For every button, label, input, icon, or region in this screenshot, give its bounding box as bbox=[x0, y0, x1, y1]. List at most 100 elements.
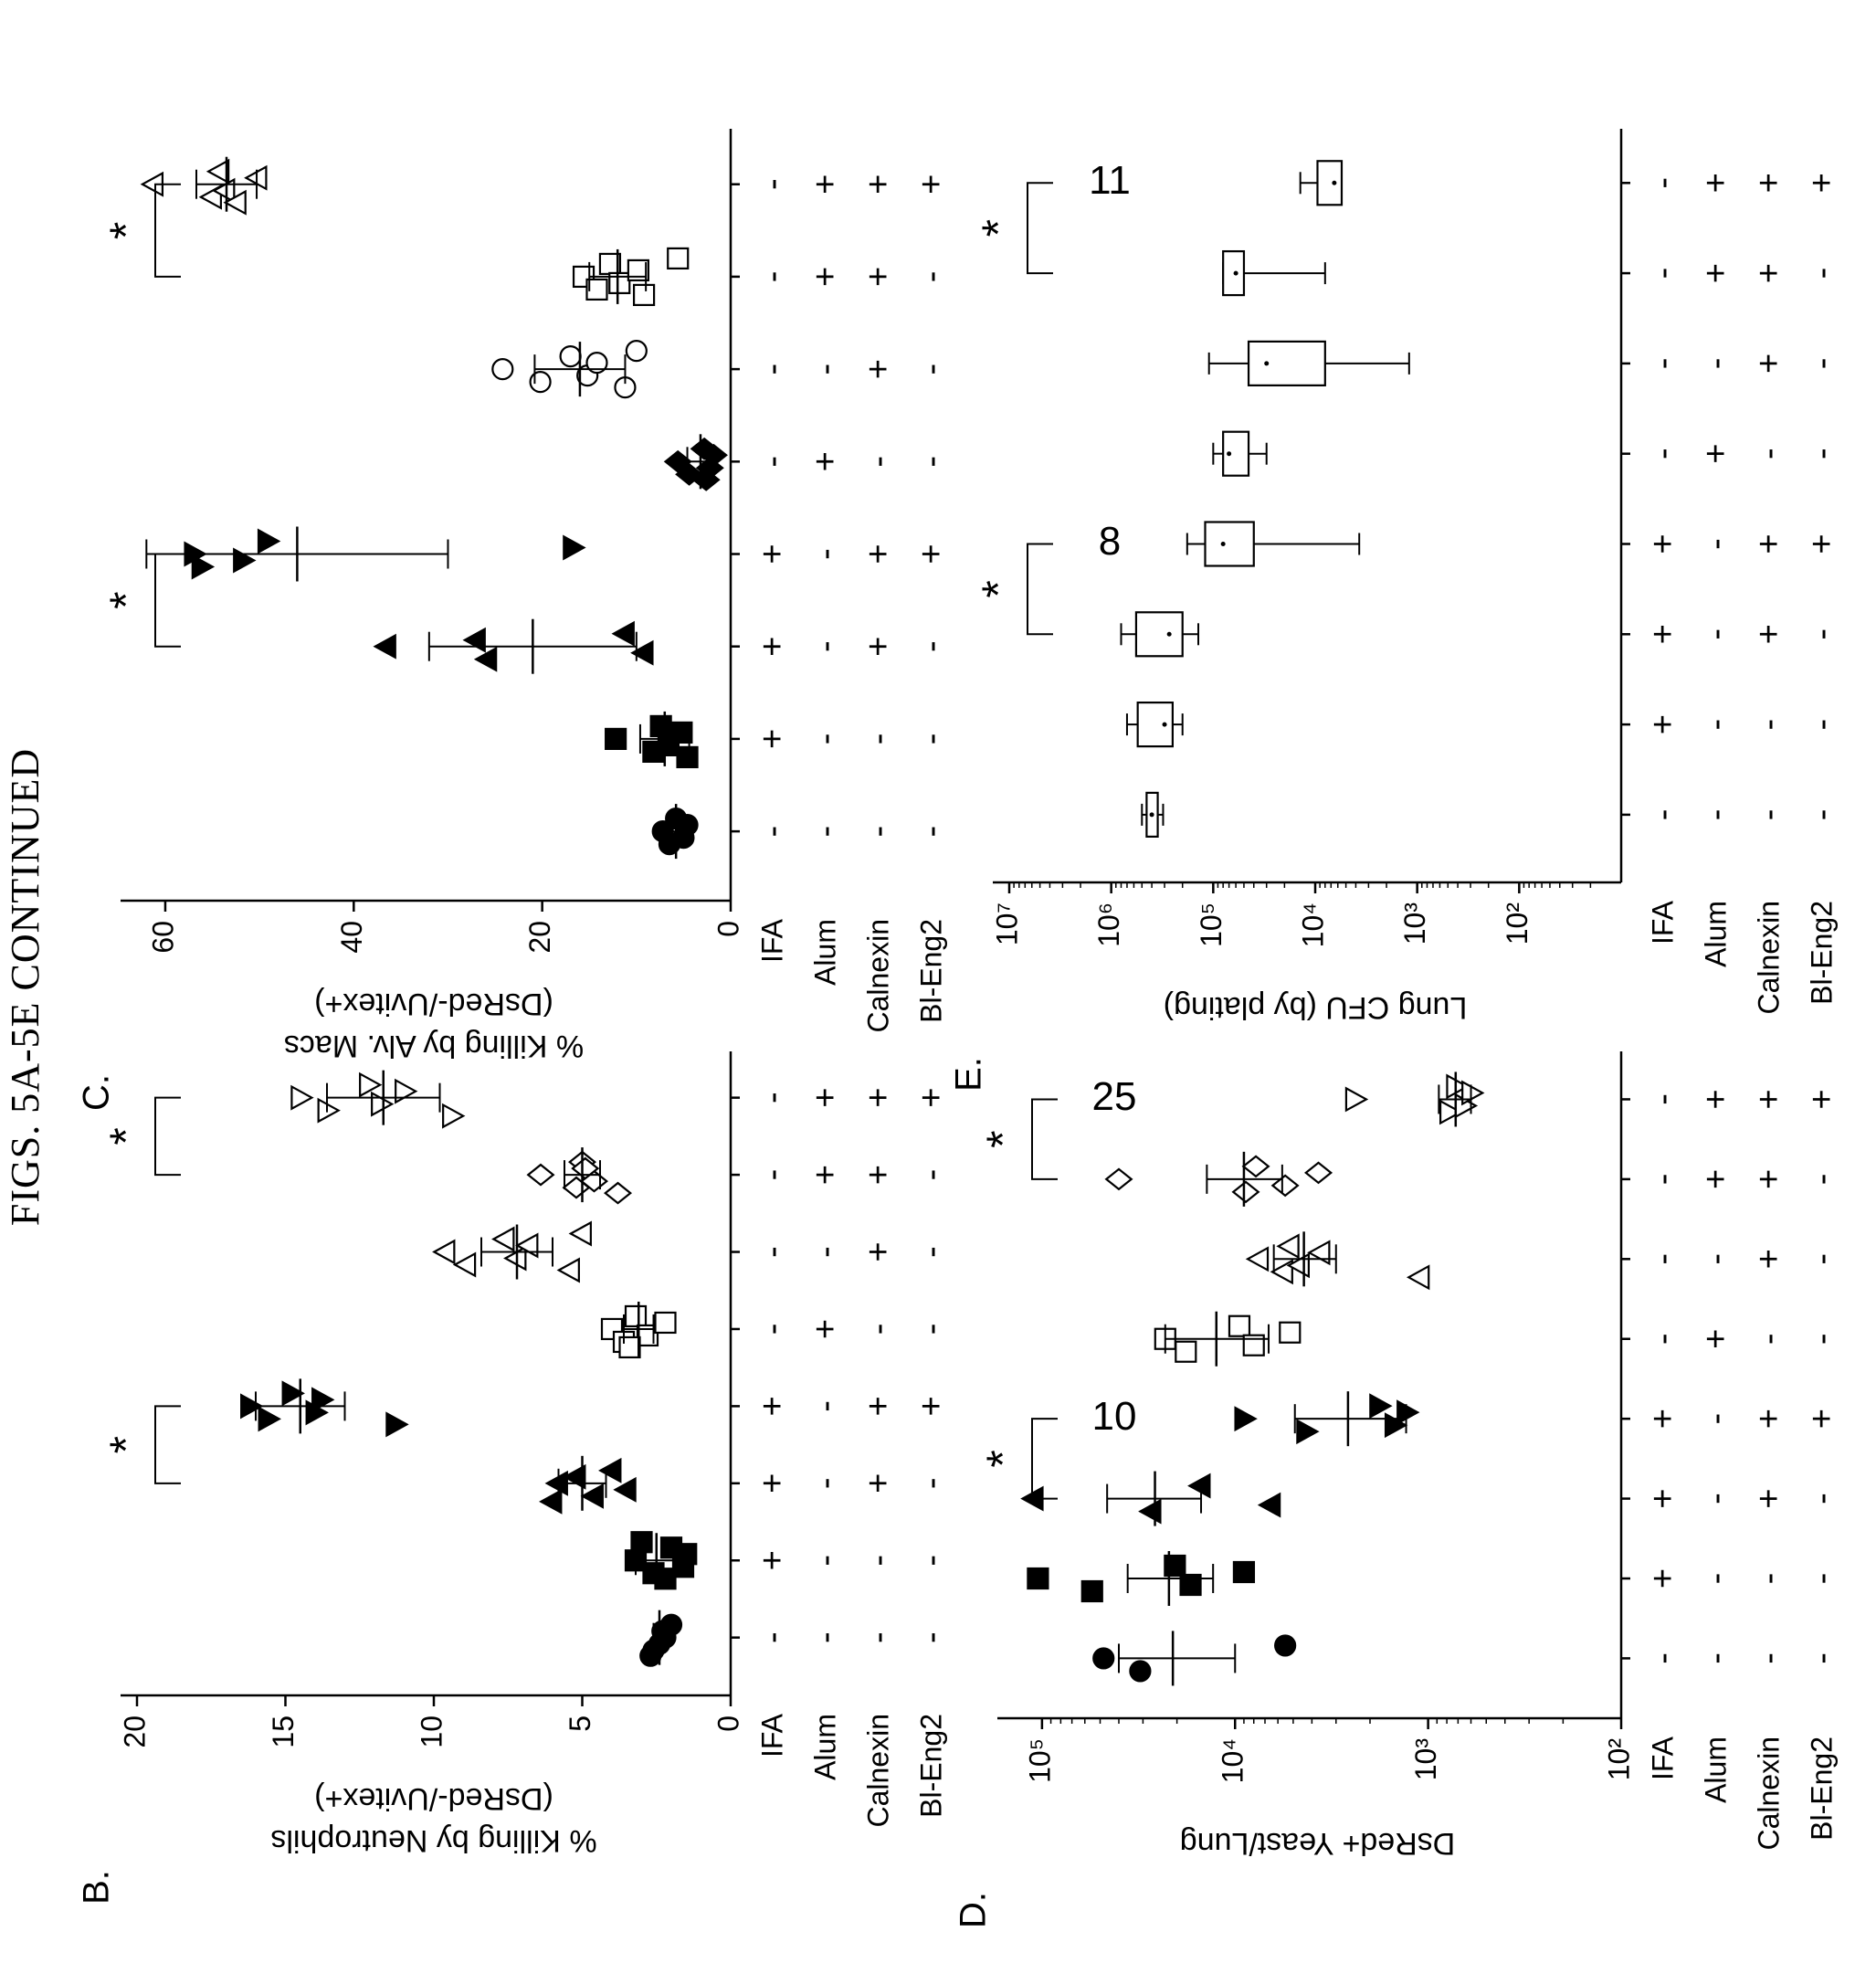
group-3 bbox=[1020, 1471, 1281, 1526]
data-point bbox=[1231, 1180, 1260, 1204]
data-point bbox=[1175, 1340, 1197, 1363]
data-point bbox=[503, 1245, 527, 1272]
significance-bracket bbox=[1031, 1098, 1058, 1180]
condition-symbol: - bbox=[754, 1631, 792, 1643]
box-1 bbox=[1141, 791, 1165, 838]
y-tick-label: 10² bbox=[1501, 903, 1533, 945]
data-point bbox=[529, 371, 552, 394]
data-point bbox=[675, 1543, 698, 1566]
data-point bbox=[580, 1483, 604, 1509]
condition-symbol: - bbox=[1644, 268, 1682, 280]
data-point bbox=[385, 1411, 409, 1438]
condition-symbol: - bbox=[1697, 1413, 1735, 1425]
significance-star: * bbox=[100, 591, 152, 608]
condition-symbol: + bbox=[1750, 1089, 1788, 1109]
condition-symbol: + bbox=[912, 174, 951, 195]
significance-bracket bbox=[154, 553, 181, 648]
data-point bbox=[539, 1488, 563, 1515]
data-point bbox=[311, 1387, 335, 1413]
data-point bbox=[585, 278, 608, 301]
significance-bracket bbox=[154, 1405, 181, 1484]
data-point bbox=[395, 1078, 418, 1104]
box-5 bbox=[1212, 430, 1268, 477]
condition-symbol: + bbox=[1644, 1409, 1682, 1429]
data-point bbox=[639, 1644, 662, 1667]
condition-symbol: + bbox=[754, 1396, 792, 1416]
y-tick-label: 20 bbox=[523, 921, 556, 954]
condition-symbol: - bbox=[1644, 358, 1682, 370]
row-label: Alum bbox=[1699, 1736, 1732, 1803]
panel-label: E. bbox=[949, 1057, 989, 1092]
condition-symbol: + bbox=[1750, 1488, 1788, 1508]
data-point bbox=[371, 1091, 395, 1117]
condition-symbol: + bbox=[1644, 624, 1682, 644]
data-point bbox=[206, 158, 230, 185]
significance-star: * bbox=[100, 1436, 152, 1453]
condition-symbol: - bbox=[1750, 809, 1788, 821]
condition-symbol: - bbox=[1697, 538, 1735, 550]
data-point bbox=[432, 1239, 456, 1265]
data-point bbox=[526, 1163, 555, 1187]
condition-symbol: + bbox=[859, 1396, 898, 1416]
condition-symbol: - bbox=[912, 1555, 951, 1567]
condition-symbol: + bbox=[754, 544, 792, 564]
condition-symbol: - bbox=[1644, 177, 1682, 189]
data-point bbox=[473, 646, 498, 672]
median-mark bbox=[1162, 722, 1167, 727]
data-point bbox=[676, 745, 699, 769]
data-point bbox=[568, 1220, 592, 1247]
group-4 bbox=[240, 1378, 409, 1438]
condition-symbol: - bbox=[806, 548, 845, 560]
y-tick-label: 0 bbox=[711, 1715, 744, 1732]
condition-symbol: - bbox=[1750, 448, 1788, 459]
condition-symbol: + bbox=[1644, 533, 1682, 554]
median-mark bbox=[1233, 270, 1238, 276]
condition-symbol: + bbox=[1750, 533, 1788, 554]
condition-symbol: - bbox=[1750, 1652, 1788, 1664]
box bbox=[1316, 160, 1344, 206]
data-point bbox=[1245, 1246, 1270, 1272]
group-5 bbox=[663, 434, 728, 491]
condition-symbol: + bbox=[859, 1473, 898, 1494]
data-point bbox=[258, 1406, 281, 1432]
group-8 bbox=[1344, 1071, 1485, 1127]
data-point bbox=[462, 627, 486, 653]
box-8 bbox=[1299, 160, 1344, 206]
significance-star: * bbox=[100, 1127, 152, 1145]
condition-symbol: - bbox=[859, 734, 898, 745]
data-point bbox=[676, 814, 699, 837]
row-label: Bl-Eng2 bbox=[1805, 1736, 1838, 1841]
condition-symbol: + bbox=[1803, 533, 1841, 554]
group-7 bbox=[572, 247, 690, 307]
condition-symbol: - bbox=[1697, 1253, 1735, 1265]
row-label: Calnexin bbox=[861, 1714, 894, 1828]
condition-symbol: - bbox=[754, 1169, 792, 1181]
data-point bbox=[442, 1103, 466, 1129]
condition-symbol: - bbox=[1697, 1493, 1735, 1504]
data-point bbox=[233, 547, 257, 574]
condition-symbol: + bbox=[806, 1165, 845, 1185]
box-7 bbox=[1222, 249, 1326, 297]
row-label: Bl-Eng2 bbox=[914, 919, 947, 1023]
condition-symbol: - bbox=[912, 1246, 951, 1258]
condition-symbol: + bbox=[1803, 1409, 1841, 1429]
condition-symbol: + bbox=[1644, 1568, 1682, 1589]
group-6 bbox=[1245, 1231, 1430, 1291]
panel-label: C. bbox=[77, 1074, 117, 1111]
condition-symbol: - bbox=[1644, 1333, 1682, 1345]
y-axis-title: Lung CFU (by plating) bbox=[1164, 990, 1468, 1025]
condition-symbol: - bbox=[1750, 719, 1788, 731]
condition-symbol: + bbox=[1750, 1409, 1788, 1429]
condition-symbol: + bbox=[806, 174, 845, 195]
condition-symbol: + bbox=[912, 544, 951, 564]
condition-symbol: - bbox=[806, 1477, 845, 1489]
condition-symbol: + bbox=[754, 1473, 792, 1494]
condition-symbol: - bbox=[1697, 628, 1735, 640]
data-point bbox=[1369, 1393, 1393, 1420]
median-mark bbox=[1332, 180, 1337, 185]
condition-symbol: - bbox=[754, 1324, 792, 1335]
data-point bbox=[1228, 1314, 1251, 1337]
data-point bbox=[627, 259, 649, 282]
data-point bbox=[670, 721, 693, 744]
